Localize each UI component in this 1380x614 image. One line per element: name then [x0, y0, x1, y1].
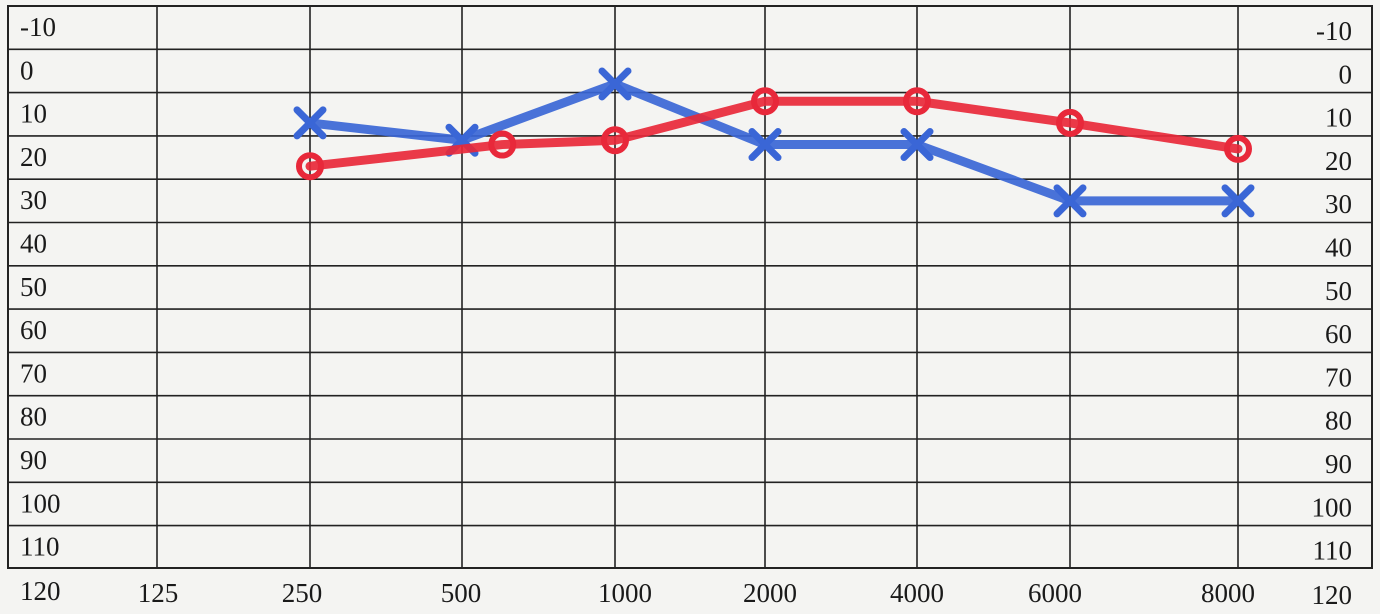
- plot-frame: [7, 5, 1373, 569]
- y-tick-label-left: 40: [20, 229, 47, 259]
- x-tick-label: 1000: [598, 578, 652, 608]
- y-tick-label-right: -10: [1316, 16, 1352, 46]
- cross-stroke: [900, 128, 934, 162]
- y-tick-label-right: 60: [1325, 319, 1352, 349]
- y-tick-label-right: 50: [1325, 276, 1352, 306]
- x-tick-label: 500: [441, 578, 482, 608]
- circle-marker: [601, 126, 629, 155]
- circle-marker: [296, 152, 324, 181]
- cross-stroke: [293, 106, 327, 140]
- y-tick-label-right: 120: [1312, 580, 1353, 610]
- x-tick-label: 2000: [743, 578, 797, 608]
- cross-marker: [598, 67, 632, 101]
- cross-marker: [900, 128, 934, 162]
- circle-marker: [1056, 108, 1084, 137]
- y-tick-label-left: 100: [20, 488, 61, 518]
- y-tick-label-left: 120: [20, 576, 61, 606]
- y-tick-label-right: 10: [1325, 103, 1352, 133]
- y-tick-label-right: 90: [1325, 449, 1352, 479]
- cross-marker: [1221, 184, 1255, 218]
- y-tick-label-right: 0: [1339, 59, 1353, 89]
- x-tick-label: 8000: [1201, 578, 1255, 608]
- cross-stroke: [1053, 184, 1087, 218]
- cross-stroke: [598, 67, 632, 101]
- y-tick-label-right: 80: [1325, 406, 1352, 436]
- y-tick-label-left: 70: [20, 358, 47, 388]
- y-tick-label-right: 30: [1325, 189, 1352, 219]
- y-tick-label-right: 110: [1313, 536, 1353, 566]
- y-tick-label-right: 40: [1325, 233, 1352, 263]
- x-tick-label: 4000: [890, 578, 944, 608]
- x-tick-label: 125: [138, 578, 179, 608]
- x-tick-label: 6000: [1028, 578, 1082, 608]
- circle-marker: [751, 87, 779, 116]
- y-tick-label-left: 10: [20, 99, 47, 129]
- y-tick-label-left: 90: [20, 445, 47, 475]
- data-series: [293, 67, 1255, 218]
- cross-marker: [1053, 184, 1087, 218]
- y-tick-label-left: 0: [20, 55, 34, 85]
- circle-marker: [903, 87, 931, 116]
- series-cross: [293, 67, 1255, 218]
- y-tick-label-right: 20: [1325, 146, 1352, 176]
- y-tick-label-left: 30: [20, 185, 47, 215]
- series-line: [305, 96, 1243, 171]
- y-tick-label-left: 50: [20, 272, 47, 302]
- y-tick-label-left: 110: [20, 532, 60, 562]
- y-tick-label-right: 100: [1312, 492, 1353, 522]
- y-tick-label-left: 60: [20, 315, 47, 345]
- cross-marker: [748, 128, 782, 162]
- tick-labels: -10 -10 0 0 10 10 20 20 30 30 40 40 50 50 60 60 70 70 80 80…: [20, 12, 1352, 610]
- circle-marker: [488, 130, 517, 159]
- cross-stroke: [1221, 184, 1255, 218]
- y-tick-label-left: 20: [20, 142, 47, 172]
- cross-marker: [293, 106, 327, 140]
- grid-layer: [7, 5, 1373, 569]
- circle-marker: [1224, 134, 1252, 163]
- y-tick-label-left: -10: [20, 12, 56, 42]
- y-tick-label-left: 80: [20, 402, 47, 432]
- series-circle: [296, 87, 1252, 181]
- cross-stroke: [748, 128, 782, 162]
- x-tick-label: 250: [282, 578, 323, 608]
- y-tick-label-right: 70: [1325, 362, 1352, 392]
